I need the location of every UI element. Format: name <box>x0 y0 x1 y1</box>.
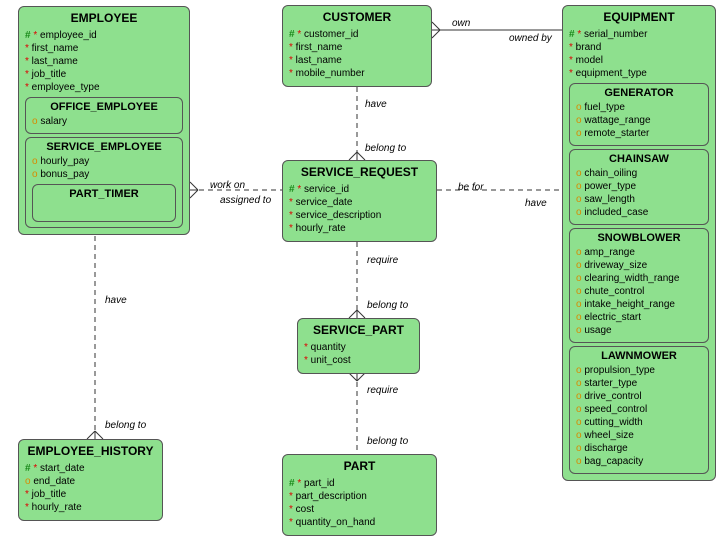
attr-electric_start: o electric_start <box>576 311 702 324</box>
attr-cutting_width: o cutting_width <box>576 416 702 429</box>
rel-label: belong to <box>367 300 408 311</box>
entity-part: PART # * part_id* part_description* cost… <box>282 454 437 536</box>
attr-fuel_type: o fuel_type <box>576 101 702 114</box>
subtype-SNOWBLOWER: SNOWBLOWER o amp_rangeo driveway_sizeo c… <box>569 228 709 343</box>
subtype-LAWNMOWER: LAWNMOWER o propulsion_typeo starter_typ… <box>569 346 709 474</box>
attr-bonus_pay: o bonus_pay <box>32 168 176 181</box>
attr-hourly_rate: * hourly_rate <box>289 222 430 235</box>
attr-saw_length: o saw_length <box>576 193 702 206</box>
entity-title: EQUIPMENT <box>569 10 709 24</box>
attr-equipment_type: * equipment_type <box>569 67 709 80</box>
attr-service_description: * service_description <box>289 209 430 222</box>
attr-hourly_pay: o hourly_pay <box>32 155 176 168</box>
attr-part_description: * part_description <box>289 490 430 503</box>
attr-salary: o salary <box>32 115 176 128</box>
rel-label: have <box>525 198 547 209</box>
entity-title: EMPLOYEE <box>25 11 183 25</box>
rel-label: have <box>365 99 387 110</box>
attr-job_title: * job_title <box>25 68 183 81</box>
entity-service_part: SERVICE_PART * quantity* unit_cost <box>297 318 420 374</box>
attr-wheel_size: o wheel_size <box>576 429 702 442</box>
subtype-title: CHAINSAW <box>576 153 702 165</box>
entity-title: EMPLOYEE_HISTORY <box>25 444 156 458</box>
entity-employee: EMPLOYEE # * employee_id* first_name* la… <box>18 6 190 235</box>
attr-drive_control: o drive_control <box>576 390 702 403</box>
rel-label: require <box>367 255 398 266</box>
attr-speed_control: o speed_control <box>576 403 702 416</box>
entity-title: CUSTOMER <box>289 10 425 24</box>
attr-employee_type: * employee_type <box>25 81 183 94</box>
attr-last_name: * last_name <box>25 55 183 68</box>
entity-service_request: SERVICE_REQUEST # * service_id* service_… <box>282 160 437 242</box>
attr-customer_id: # * customer_id <box>289 28 425 41</box>
attr-bag_capacity: o bag_capacity <box>576 455 702 468</box>
subtype-SERVICE_EMPLOYEE: SERVICE_EMPLOYEE o hourly_payo bonus_pay… <box>25 137 183 228</box>
attr-first_name: * first_name <box>289 41 425 54</box>
rel-label: be for <box>458 182 484 193</box>
attr-serial_number: # * serial_number <box>569 28 709 41</box>
subtype-title: LAWNMOWER <box>576 350 702 362</box>
rel-label: require <box>367 385 398 396</box>
attr-wattage_range: o wattage_range <box>576 114 702 127</box>
attr-start_date: # * start_date <box>25 462 156 475</box>
attr-hourly_rate: * hourly_rate <box>25 501 156 514</box>
attr-service_id: # * service_id <box>289 183 430 196</box>
attr-last_name: * last_name <box>289 54 425 67</box>
subtype-title: SNOWBLOWER <box>576 232 702 244</box>
entity-title: PART <box>289 459 430 473</box>
rel-label: belong to <box>367 436 408 447</box>
subtype-OFFICE_EMPLOYEE: OFFICE_EMPLOYEE o salary <box>25 97 183 134</box>
attr-chute_control: o chute_control <box>576 285 702 298</box>
subtype-title: SERVICE_EMPLOYEE <box>32 141 176 153</box>
rel-label: work on <box>210 180 245 191</box>
attr-discharge: o discharge <box>576 442 702 455</box>
rel-label: belong to <box>105 420 146 431</box>
attr-cost: * cost <box>289 503 430 516</box>
attr-end_date: o end_date <box>25 475 156 488</box>
attr-part_id: # * part_id <box>289 477 430 490</box>
attr-employee_id: # * employee_id <box>25 29 183 42</box>
subtype-title: OFFICE_EMPLOYEE <box>32 101 176 113</box>
attr-quantity: * quantity <box>304 341 413 354</box>
rel-label: have <box>105 295 127 306</box>
attr-brand: * brand <box>569 41 709 54</box>
attr-job_title: * job_title <box>25 488 156 501</box>
subtype-GENERATOR: GENERATOR o fuel_typeo wattage_rangeo re… <box>569 83 709 146</box>
attr-mobile_number: * mobile_number <box>289 67 425 80</box>
entity-employee_history: EMPLOYEE_HISTORY # * start_dateo end_dat… <box>18 439 163 521</box>
rel-label: owned by <box>509 33 552 44</box>
attr-intake_height_range: o intake_height_range <box>576 298 702 311</box>
attr-service_date: * service_date <box>289 196 430 209</box>
attr-starter_type: o starter_type <box>576 377 702 390</box>
entity-equipment: EQUIPMENT # * serial_number* brand* mode… <box>562 5 716 481</box>
attr-model: * model <box>569 54 709 67</box>
attr-remote_starter: o remote_starter <box>576 127 702 140</box>
attr-power_type: o power_type <box>576 180 702 193</box>
attr-included_case: o included_case <box>576 206 702 219</box>
attr-propulsion_type: o propulsion_type <box>576 364 702 377</box>
entity-title: SERVICE_REQUEST <box>289 165 430 179</box>
subtype-CHAINSAW: CHAINSAW o chain_oilingo power_typeo saw… <box>569 149 709 225</box>
attr-quantity_on_hand: * quantity_on_hand <box>289 516 430 529</box>
rel-label: own <box>452 18 470 29</box>
entity-title: SERVICE_PART <box>304 323 413 337</box>
attr-first_name: * first_name <box>25 42 183 55</box>
attr-chain_oiling: o chain_oiling <box>576 167 702 180</box>
subtype-PART_TIMER: PART_TIMER <box>32 184 176 222</box>
attr-usage: o usage <box>576 324 702 337</box>
rel-label: assigned to <box>220 195 271 206</box>
attr-unit_cost: * unit_cost <box>304 354 413 367</box>
attr-amp_range: o amp_range <box>576 246 702 259</box>
subtype-title: GENERATOR <box>576 87 702 99</box>
subtype-title: PART_TIMER <box>39 188 169 200</box>
attr-clearing_width_range: o clearing_width_range <box>576 272 702 285</box>
attr-driveway_size: o driveway_size <box>576 259 702 272</box>
rel-label: belong to <box>365 143 406 154</box>
entity-customer: CUSTOMER # * customer_id* first_name* la… <box>282 5 432 87</box>
